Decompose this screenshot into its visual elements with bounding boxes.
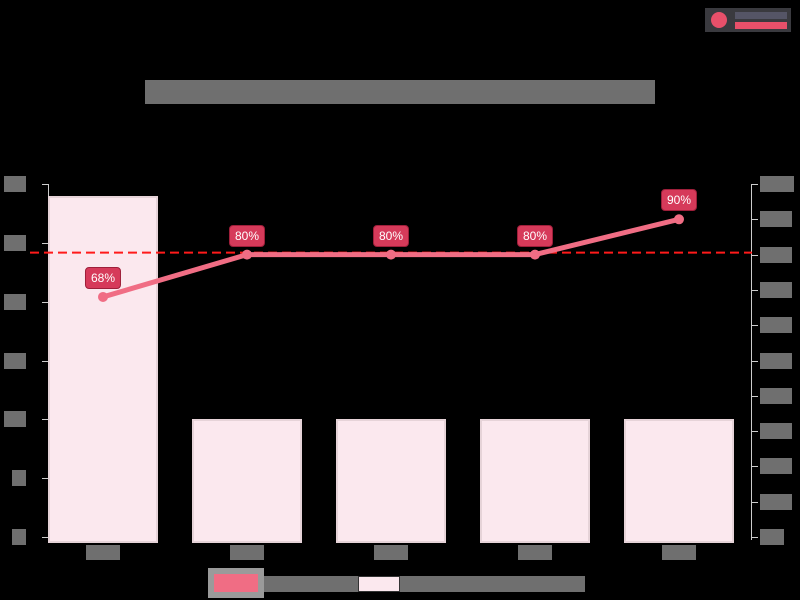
right-axis-tick-label: 10% — [760, 493, 792, 510]
right-axis-tick-label: 0% — [760, 529, 784, 545]
left-axis-tick-label: 0 — [12, 529, 26, 545]
line-point[interactable] — [386, 249, 396, 260]
left-axis-tick — [42, 478, 48, 480]
right-axis-tick — [752, 254, 758, 256]
left-axis-tick — [42, 301, 48, 303]
data-label-badge: 90% — [660, 189, 698, 212]
right-axis-tick-label: 30% — [760, 423, 792, 440]
left-axis-tick — [42, 537, 48, 538]
logo-text-top — [735, 12, 787, 19]
data-label-badge: 80% — [372, 224, 410, 247]
logo-icon — [711, 12, 727, 28]
right-axis-tick-label: 50% — [760, 352, 792, 369]
right-axis-tick — [752, 501, 758, 503]
line-point[interactable] — [242, 249, 252, 260]
line-point[interactable] — [674, 214, 684, 225]
bar-1[interactable] — [48, 195, 158, 543]
right-axis-tick — [752, 537, 758, 538]
x-axis-label: [redacted] — [86, 545, 120, 560]
data-label-badge: 80% — [516, 224, 554, 247]
bar-4[interactable] — [480, 419, 590, 543]
logo-text-bottom — [735, 22, 787, 29]
bar-3[interactable] — [336, 419, 446, 543]
bar-5[interactable] — [624, 419, 734, 543]
left-axis-tick-label: 25 — [4, 234, 26, 251]
right-axis-tick — [752, 395, 758, 397]
right-axis-tick-label: 70% — [760, 281, 792, 298]
right-axis-tick-label: 60% — [760, 317, 792, 334]
legend-label-line: [redacted] — [264, 576, 359, 592]
left-axis-tick-label: 30 — [4, 176, 26, 192]
right-axis-tick — [752, 325, 758, 327]
left-axis-tick-label: 10 — [4, 411, 26, 428]
brand-logo — [705, 8, 791, 32]
x-axis-label: [redacted] — [662, 545, 696, 560]
line-point[interactable] — [530, 249, 540, 260]
legend-label-bar: [redacted] — [400, 576, 585, 592]
chart-title: [redacted chart title] — [145, 80, 655, 104]
right-axis-tick — [752, 360, 758, 362]
right-axis-tick — [752, 184, 758, 185]
left-axis-tick — [42, 419, 48, 421]
x-axis-label: [redacted] — [230, 545, 264, 560]
right-axis-tick-label: 100% — [760, 176, 794, 192]
data-label-badge: 80% — [228, 224, 266, 247]
right-axis-tick-label: 20% — [760, 458, 792, 475]
left-axis-tick — [42, 360, 48, 362]
left-axis-tick-label: 5 — [12, 470, 26, 487]
right-axis-tick — [752, 219, 758, 221]
legend-swatch-bar — [358, 576, 400, 592]
bar-2[interactable] — [192, 419, 302, 543]
right-axis-line — [751, 184, 752, 540]
legend-swatch-line — [208, 568, 264, 598]
right-axis-tick — [752, 431, 758, 433]
left-axis-tick-label: 15 — [4, 352, 26, 369]
right-axis-tick-label: 80% — [760, 246, 792, 263]
right-axis-tick — [752, 289, 758, 291]
left-axis-tick — [42, 184, 48, 185]
right-axis-tick — [752, 466, 758, 468]
left-axis-tick-label: 20 — [4, 293, 26, 310]
right-axis-tick-label: 40% — [760, 387, 792, 404]
line-point[interactable] — [98, 291, 108, 302]
right-axis-tick-label: 90% — [760, 211, 792, 228]
data-label-badge: 68% — [84, 266, 122, 289]
x-axis-label: [redacted] — [518, 545, 552, 560]
x-axis-label: [redacted] — [374, 545, 408, 560]
left-axis-tick — [42, 242, 48, 244]
